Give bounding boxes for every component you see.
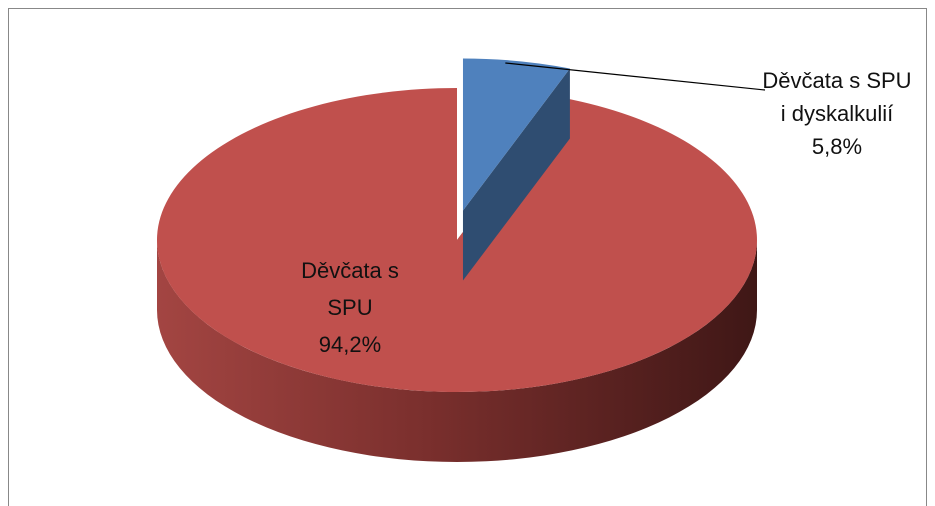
slice-value: 94,2% [318, 332, 382, 357]
slice-face [462, 68, 570, 281]
slice-value: 5,8% [811, 134, 863, 159]
slice-top [157, 88, 758, 392]
slice-name: Děvčata s SPU [301, 258, 399, 320]
data-label: Děvčata s SPU i dyskalkulií 5,8% [762, 64, 912, 163]
slice-side [157, 240, 757, 462]
chart-border [8, 8, 927, 506]
slice-top [462, 58, 570, 211]
data-label: Děvčata s SPU 94,2% [280, 252, 420, 363]
slice-name: Děvčata s SPU i dyskalkulií [762, 68, 912, 126]
leader-line [505, 62, 766, 91]
